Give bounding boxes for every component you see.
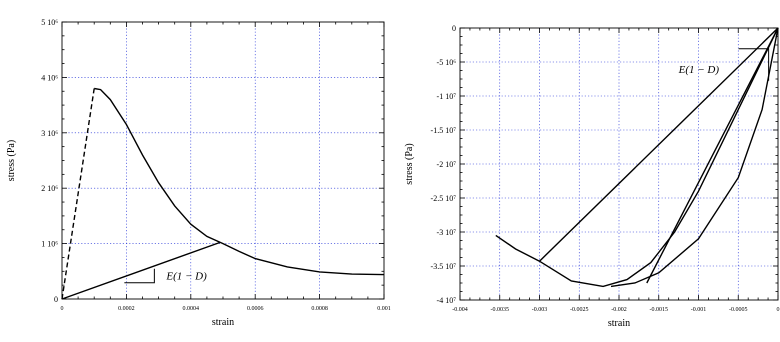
x-tick-label: -0.0025 [570,307,589,313]
x-tick-label: 0.0008 [311,306,328,312]
x-tick-label: 0.0002 [118,306,135,312]
y-tick-label: 0 [452,24,456,33]
x-tick-label: -0.0015 [650,307,669,313]
x-tick-label: -0.002 [611,307,627,313]
y-tick-label: 3 10⁶ [41,129,58,138]
series-line-2 [94,87,385,276]
x-tick-label: 0 [777,307,780,313]
x-tick-label: -0.004 [452,307,468,313]
series-line-3 [61,241,221,300]
y-tick-label: -2 10⁷ [437,160,457,169]
series-line-2 [539,27,779,262]
x-tick-label: 0.0004 [183,306,200,312]
x-tick-label: -0.0035 [491,307,510,313]
x-axis-label: strain [212,317,234,328]
x-tick-label: -0.003 [532,307,548,313]
y-tick-label: -3.5 10⁷ [431,262,457,271]
slope-annotation: E(1 − D) [678,64,720,76]
y-tick-label: 5 10⁶ [41,18,58,27]
y-tick-label: -1 10⁷ [437,92,457,101]
x-tick-label: -0.001 [691,307,707,313]
y-tick-label: -1.5 10⁷ [431,126,457,135]
slope-triangle [738,48,770,81]
slope-triangle [124,268,155,284]
y-tick-label: 2 10⁶ [41,184,58,193]
y-tick-label: -4 10⁷ [437,296,457,305]
y-axis-label: stress (Pa) [6,140,17,181]
series-line-1 [61,88,95,300]
chart-1: 0 0.0002 0.0004 0.0006 0.0008 0.001 0 1 10⁶ 2 10… [6,18,391,328]
series-line-3 [646,27,779,284]
x-axis-label: strain [608,318,630,329]
y-tick-label: 0 [54,295,58,304]
y-tick-label: -3 10⁷ [437,228,457,237]
y-tick-label: -5 10⁶ [437,58,457,67]
x-tick-label: 0 [61,306,64,312]
y-axis-label: stress (Pa) [404,143,415,184]
series-line-1 [495,27,779,288]
series-line-4 [610,27,779,288]
chart-2: -0.004 -0.0035 -0.003 -0.0025 -0.002 -0.0015 -… [404,24,780,329]
y-tick-label: 1 10⁶ [41,240,58,249]
y-tick-label: -2.5 10⁷ [431,194,457,203]
x-tick-label: -0.0005 [729,307,748,313]
x-tick-label: 0.0006 [247,306,264,312]
y-tick-label: 4 10⁶ [41,73,58,82]
x-tick-label: 0.001 [377,306,391,312]
plot-frame [61,21,385,300]
slope-annotation: E(1 − D) [165,271,207,283]
